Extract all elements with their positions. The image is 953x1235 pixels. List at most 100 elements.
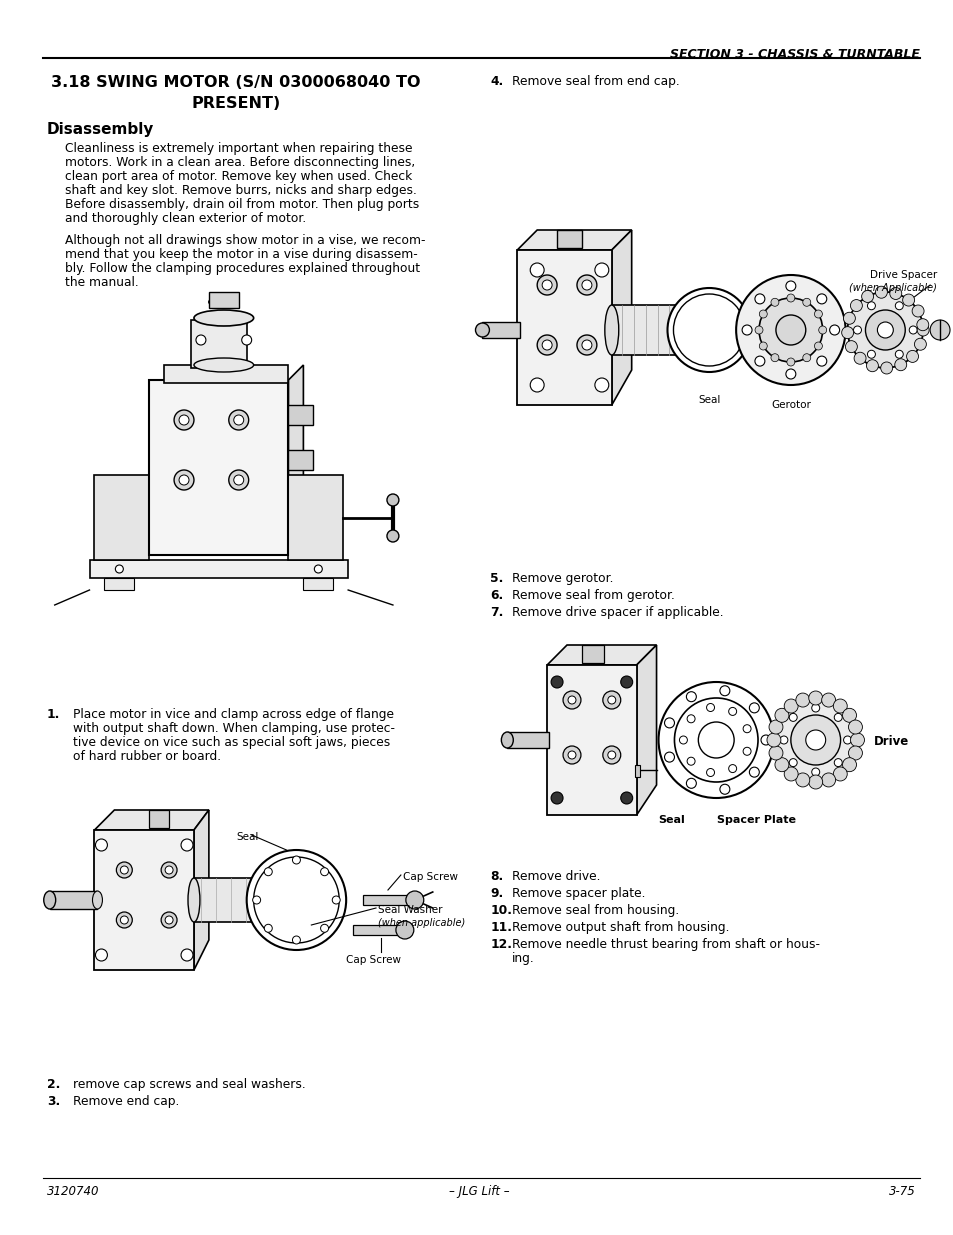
FancyBboxPatch shape [50,890,97,909]
Circle shape [833,714,841,721]
Circle shape [842,736,851,743]
Circle shape [759,342,766,350]
Text: Remove seal from gerotor.: Remove seal from gerotor. [512,589,675,601]
Circle shape [293,856,300,864]
Circle shape [783,699,798,713]
Circle shape [801,353,810,362]
Text: shaft and key slot. Remove burrs, nicks and sharp edges.: shaft and key slot. Remove burrs, nicks … [65,184,416,198]
Text: 5.: 5. [490,572,503,585]
Circle shape [736,275,844,385]
Circle shape [179,415,189,425]
Ellipse shape [679,305,693,354]
Text: ing.: ing. [512,952,535,965]
FancyBboxPatch shape [634,764,639,777]
Circle shape [664,718,674,727]
Polygon shape [547,645,656,664]
Text: Spacer Plate: Spacer Plate [716,815,795,825]
Circle shape [821,693,835,708]
Text: mend that you keep the motor in a vise during disassem-: mend that you keep the motor in a vise d… [65,248,417,261]
Text: 11.: 11. [490,921,512,934]
Polygon shape [636,645,656,815]
Circle shape [841,326,853,338]
Circle shape [754,356,764,366]
Circle shape [759,298,821,362]
FancyBboxPatch shape [288,450,313,471]
Circle shape [95,948,108,961]
Circle shape [842,312,855,325]
Circle shape [780,736,787,743]
Circle shape [706,768,714,777]
Circle shape [181,839,193,851]
Circle shape [786,358,794,366]
Circle shape [844,341,857,353]
Circle shape [775,315,805,345]
Circle shape [850,734,863,747]
Circle shape [785,282,795,291]
Circle shape [916,319,928,331]
Circle shape [768,720,782,734]
FancyBboxPatch shape [193,878,263,923]
Text: motors. Work in a clean area. Before disconnecting lines,: motors. Work in a clean area. Before dis… [65,156,415,169]
Circle shape [387,494,398,506]
Circle shape [865,359,878,372]
Circle shape [829,325,839,335]
Text: Disassembly: Disassembly [47,122,154,137]
Text: Cap Screw: Cap Screw [345,955,400,965]
Text: 12.: 12. [490,939,512,951]
Circle shape [173,471,193,490]
Text: bly. Follow the clamping procedures explained throughout: bly. Follow the clamping procedures expl… [65,262,419,275]
FancyBboxPatch shape [517,249,611,405]
Circle shape [766,734,781,747]
Circle shape [818,326,826,333]
Circle shape [720,784,729,794]
Text: with output shaft down. When clamping, use protec-: with output shaft down. When clamping, u… [72,722,395,735]
Circle shape [241,335,252,345]
Circle shape [686,757,695,766]
FancyBboxPatch shape [90,559,348,578]
Ellipse shape [209,296,238,308]
Text: Seal: Seal [236,832,259,842]
Text: 10.: 10. [490,904,512,918]
FancyBboxPatch shape [288,405,313,425]
Text: 2.: 2. [47,1078,60,1091]
Text: Remove end cap.: Remove end cap. [72,1095,179,1108]
Circle shape [853,326,861,333]
Ellipse shape [92,890,102,909]
Text: 3.18 SWING MOTOR (S/N 0300068040 TO: 3.18 SWING MOTOR (S/N 0300068040 TO [51,75,420,90]
Text: PRESENT): PRESENT) [191,96,280,111]
Circle shape [894,358,905,370]
Circle shape [754,294,764,304]
Circle shape [880,362,892,374]
Circle shape [911,305,923,317]
Text: Remove drive spacer if applicable.: Remove drive spacer if applicable. [512,606,723,619]
Circle shape [165,916,172,924]
FancyBboxPatch shape [581,645,603,663]
Text: 9.: 9. [490,887,503,900]
Circle shape [808,776,821,789]
Ellipse shape [501,732,513,748]
FancyBboxPatch shape [288,475,343,559]
FancyBboxPatch shape [149,380,288,555]
Circle shape [667,288,750,372]
Circle shape [567,751,576,760]
Circle shape [832,699,846,713]
Circle shape [685,692,696,701]
Circle shape [786,294,794,303]
Circle shape [551,792,562,804]
Circle shape [866,301,875,310]
Circle shape [805,730,824,750]
FancyBboxPatch shape [353,925,397,935]
Circle shape [620,792,632,804]
Polygon shape [517,230,631,249]
Circle shape [905,351,918,362]
Circle shape [811,768,819,776]
Text: Remove gerotor.: Remove gerotor. [512,572,613,585]
Circle shape [814,310,821,317]
Circle shape [788,714,797,721]
Text: tive device on vice such as special soft jaws, pieces: tive device on vice such as special soft… [72,736,390,748]
Text: Remove needle thrust bearing from shaft or hous-: Remove needle thrust bearing from shaft … [512,939,820,951]
Circle shape [395,921,414,939]
Circle shape [602,692,620,709]
Circle shape [833,758,841,767]
Circle shape [770,353,778,362]
